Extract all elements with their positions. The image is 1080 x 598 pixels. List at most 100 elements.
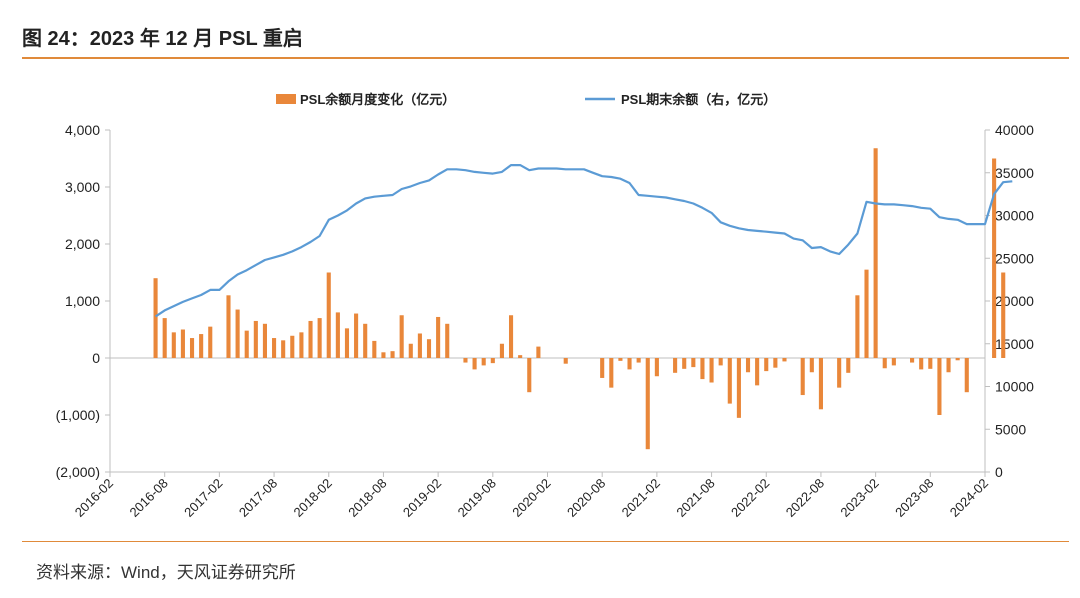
bar [910,358,915,363]
bar [563,358,568,364]
x-tick-label: 2018-02 [291,476,335,520]
x-tick-label: 2023-02 [837,476,881,520]
bar [700,358,705,380]
bar [1001,272,1006,358]
bar [955,358,960,361]
y-right-tick-label: 40000 [995,122,1034,138]
x-tick-label: 2016-08 [126,476,170,520]
bar [609,358,614,388]
bar [189,338,195,358]
bar [937,358,942,415]
x-tick-label: 2016-02 [72,476,116,520]
bar [727,358,732,404]
y-left-tick-label: (2,000) [56,464,100,480]
y-left-tick-label: 3,000 [65,179,100,195]
y-right-tick-label: 35000 [995,165,1034,181]
bar [627,358,632,370]
plot-area: (2,000) (1,000) 0 1,000 2,000 3,000 4,000 0 5000… [56,122,1035,520]
bar [691,358,696,368]
y-right-tick-label: 15000 [995,336,1034,352]
bar [536,346,541,358]
bar [299,332,304,358]
x-tick-label: 2017-02 [181,476,225,520]
bar [654,358,659,377]
bar [199,334,204,358]
bar [800,358,805,396]
bar [308,320,313,358]
bar [326,272,331,358]
bar [673,358,678,373]
bar [381,352,386,358]
balance-line [154,164,1013,318]
bar [390,351,395,358]
x-tick-label: 2020-02 [509,476,553,520]
x-tick-label: 2022-08 [783,476,827,520]
bar [645,358,650,450]
bar [964,358,969,393]
bar [244,330,249,358]
bar [891,358,896,366]
bar [226,295,231,358]
x-tick-label: 2021-02 [619,476,663,520]
bar [709,358,714,383]
bar [262,323,267,358]
x-tick-label: 2017-08 [236,476,280,520]
x-tick-label: 2021-08 [673,476,717,520]
bar [253,320,258,358]
y-left-tick-label: (1,000) [56,407,100,423]
bar [736,358,741,418]
bar [919,358,924,370]
y-left-tick-label: 2,000 [65,236,100,252]
x-tick-label: 2022-02 [728,476,772,520]
bar [992,158,997,358]
bar [499,343,504,358]
bar [290,335,295,358]
bar [518,355,523,358]
x-tick-label: 2019-08 [455,476,499,520]
bar [180,329,185,358]
bar [682,358,687,369]
bar [809,358,814,373]
bar [372,340,377,358]
bar [272,338,277,358]
bar [618,358,623,361]
bar [463,358,468,363]
bar [354,313,359,358]
bar [745,358,751,373]
bar [317,318,322,358]
bar [399,315,404,358]
title-divider [22,57,1069,59]
bar [208,326,213,358]
bar [855,295,860,358]
bar [928,358,933,369]
bar [490,358,495,364]
bar [235,309,240,358]
y-right-tick-label: 10000 [995,379,1034,395]
bar [472,358,477,370]
bar [764,358,769,372]
source-divider [22,541,1069,542]
y-right-tick-label: 20000 [995,293,1034,309]
bar [281,340,286,358]
source-note: 资料来源：Wind，天风证券研究所 [36,563,296,582]
bar [445,323,450,358]
legend-bar-label: PSL余额月度变化（亿元） [300,92,455,107]
y-right-tick-label: 5000 [995,421,1026,437]
bar [864,269,869,358]
bar [718,358,723,366]
x-tick-label: 2023-08 [892,476,936,520]
bar [755,358,760,386]
bar [773,358,778,368]
bar [818,358,823,410]
bar [335,312,340,358]
bar [408,343,413,358]
bar [426,339,432,358]
bar [782,358,787,362]
bar [417,333,422,358]
bar [882,358,887,369]
x-tick-label: 2018-08 [345,476,389,520]
x-tick-label: 2019-02 [400,476,444,520]
bar [837,358,842,388]
bar [508,315,514,358]
